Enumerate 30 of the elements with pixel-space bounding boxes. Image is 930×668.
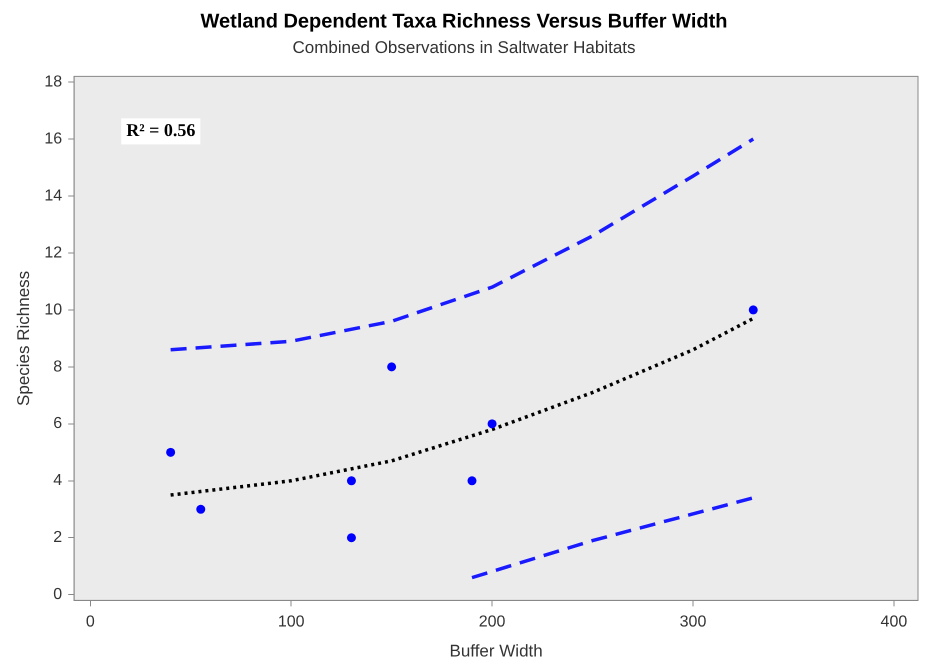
point xyxy=(387,362,396,372)
point xyxy=(346,476,356,486)
point xyxy=(346,533,356,542)
y-axis-title: Species Richness xyxy=(14,270,33,406)
y-tick-label: 2 xyxy=(53,529,62,546)
y-tick-label: 12 xyxy=(44,244,62,262)
point xyxy=(467,476,476,486)
x-tick-label: 300 xyxy=(680,613,706,630)
line-series xyxy=(168,137,756,352)
y-tick-label: 16 xyxy=(44,130,62,148)
y-tick-label: 14 xyxy=(44,187,62,204)
y-tick-label: 10 xyxy=(44,301,62,318)
chart-subtitle: Combined Observations in Saltwater Habitats xyxy=(292,38,636,57)
y-tick-label: 8 xyxy=(53,358,62,376)
annotation: R² = 0.56 xyxy=(126,120,196,140)
line-series xyxy=(168,316,756,497)
y-tick-label: 6 xyxy=(53,415,62,432)
x-tick-label: 0 xyxy=(86,613,95,630)
chart-title: Wetland Dependent Taxa Richness Versus Buffer Width xyxy=(200,10,728,33)
y-tick-label: 4 xyxy=(53,472,62,490)
point xyxy=(748,305,758,314)
x-tick-label: 200 xyxy=(478,613,506,630)
point xyxy=(196,504,206,514)
x-axis-title: Buffer Width xyxy=(449,641,543,660)
x-tick-label: 100 xyxy=(278,613,305,630)
y-tick-label: 18 xyxy=(44,74,62,90)
point xyxy=(166,448,176,457)
point xyxy=(488,419,497,428)
x-tick-label: 400 xyxy=(880,613,908,630)
y-tick-label: 0 xyxy=(53,586,62,604)
